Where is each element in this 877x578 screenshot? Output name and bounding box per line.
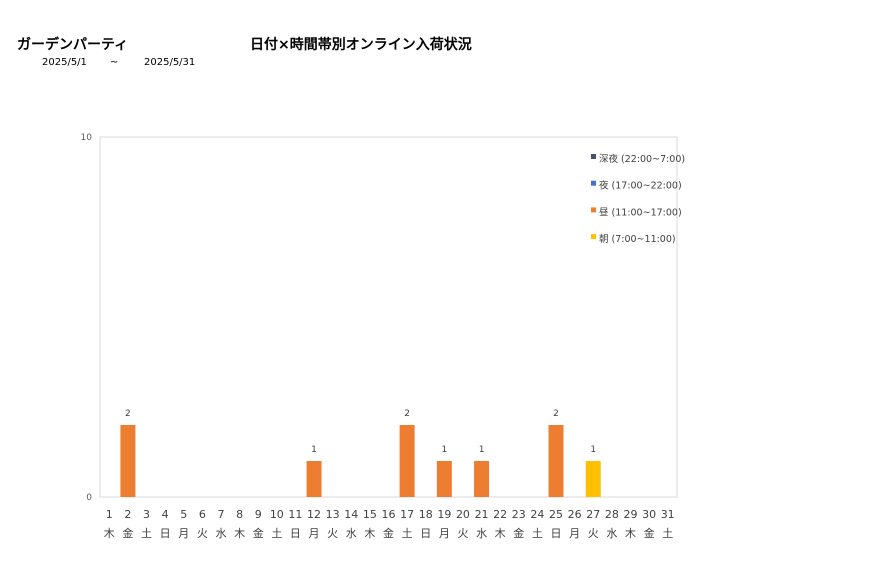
legend-label: 昼 (11:00~17:00) (599, 207, 682, 218)
data-label: 2 (125, 409, 131, 419)
x-tick-day: 10 (270, 508, 284, 521)
x-tick-day: 12 (307, 508, 321, 521)
x-tick-day: 16 (382, 508, 396, 521)
bar (548, 425, 564, 497)
bar (306, 461, 322, 497)
x-tick-day: 1 (106, 508, 113, 521)
x-tick-weekday: 水 (606, 527, 617, 540)
x-tick-weekday: 火 (457, 527, 468, 540)
x-tick-day: 5 (180, 508, 187, 521)
x-tick-weekday: 土 (141, 527, 152, 540)
x-tick-weekday: 木 (625, 527, 636, 540)
data-label: 1 (590, 445, 596, 455)
data-label: 2 (553, 409, 559, 419)
x-tick-weekday: 土 (662, 527, 673, 540)
x-tick-day: 26 (568, 508, 582, 521)
x-tick-day: 25 (549, 508, 563, 521)
x-tick-weekday: 月 (309, 527, 320, 540)
legend-swatch (591, 234, 596, 240)
x-tick-weekday: 火 (197, 527, 208, 540)
x-tick-day: 3 (143, 508, 150, 521)
data-label: 1 (441, 445, 447, 455)
y-tick-label: 10 (81, 133, 93, 143)
shop-name: ガーデンパーティ (17, 37, 129, 53)
x-tick-weekday: 土 (271, 527, 282, 540)
bar (585, 461, 601, 497)
x-tick-day: 23 (512, 508, 526, 521)
x-tick-weekday: 金 (513, 526, 524, 540)
data-label: 2 (404, 409, 410, 419)
x-tick-weekday: 日 (420, 527, 431, 540)
x-tick-day: 14 (344, 508, 358, 521)
x-tick-day: 13 (326, 508, 340, 521)
x-tick-day: 18 (419, 508, 433, 521)
x-tick-weekday: 水 (215, 527, 226, 540)
bar (474, 461, 490, 497)
x-tick-day: 27 (586, 508, 600, 521)
x-tick-weekday: 日 (160, 527, 171, 540)
x-tick-day: 7 (217, 508, 224, 521)
legend-swatch (591, 154, 596, 159)
x-tick-day: 2 (124, 508, 131, 521)
x-tick-day: 6 (199, 508, 206, 521)
x-tick-weekday: 金 (122, 526, 133, 540)
x-tick-day: 4 (162, 508, 169, 521)
x-tick-day: 20 (456, 508, 470, 521)
x-tick-weekday: 月 (569, 527, 580, 540)
x-tick-weekday: 月 (439, 527, 450, 540)
x-tick-weekday: 木 (234, 527, 245, 540)
x-tick-day: 29 (623, 508, 637, 521)
data-label: 1 (311, 445, 317, 455)
plot-area (99, 136, 678, 498)
x-tick-weekday: 木 (495, 527, 506, 540)
chart-title: 日付×時間帯別オンライン入荷状況 (250, 37, 472, 53)
x-tick-weekday: 火 (588, 527, 599, 540)
x-tick-weekday: 金 (253, 526, 264, 540)
legend-swatch (591, 180, 596, 186)
x-tick-day: 21 (475, 508, 489, 521)
x-tick-weekday: 金 (644, 526, 655, 540)
bar (436, 461, 452, 497)
legend-label: 夜 (17:00~22:00) (599, 180, 682, 192)
x-tick-day: 28 (605, 508, 619, 521)
x-tick-day: 15 (363, 508, 377, 521)
legend-label: 深夜 (22:00~7:00) (599, 153, 685, 165)
x-tick-day: 30 (642, 508, 656, 521)
data-label: 1 (479, 445, 485, 455)
x-tick-weekday: 月 (178, 527, 189, 540)
x-tick-day: 19 (437, 508, 451, 521)
x-tick-weekday: 木 (104, 527, 115, 540)
legend-label: 朝 (7:00~11:00) (599, 234, 676, 245)
x-tick-weekday: 金 (383, 526, 394, 540)
bar (120, 425, 136, 497)
x-tick-day: 31 (661, 508, 675, 521)
x-tick-weekday: 日 (551, 527, 562, 540)
x-tick-weekday: 火 (327, 527, 338, 540)
x-tick-weekday: 日 (290, 527, 301, 540)
bar (399, 425, 415, 497)
x-tick-day: 8 (236, 508, 243, 521)
date-separator: ~ (110, 57, 119, 68)
x-tick-weekday: 水 (346, 527, 357, 540)
x-tick-day: 17 (400, 508, 414, 521)
x-tick-day: 9 (255, 508, 262, 521)
x-tick-day: 22 (493, 508, 507, 521)
x-tick-weekday: 土 (532, 527, 543, 540)
legend-swatch (591, 207, 596, 213)
date-to: 2025/5/31 (144, 57, 196, 68)
x-tick-day: 11 (288, 508, 302, 521)
x-tick-weekday: 木 (364, 527, 375, 540)
y-tick-label: 0 (86, 493, 92, 503)
date-from: 2025/5/1 (42, 57, 87, 68)
x-tick-weekday: 土 (402, 527, 413, 540)
x-tick-day: 24 (530, 508, 544, 521)
x-tick-weekday: 水 (476, 527, 487, 540)
